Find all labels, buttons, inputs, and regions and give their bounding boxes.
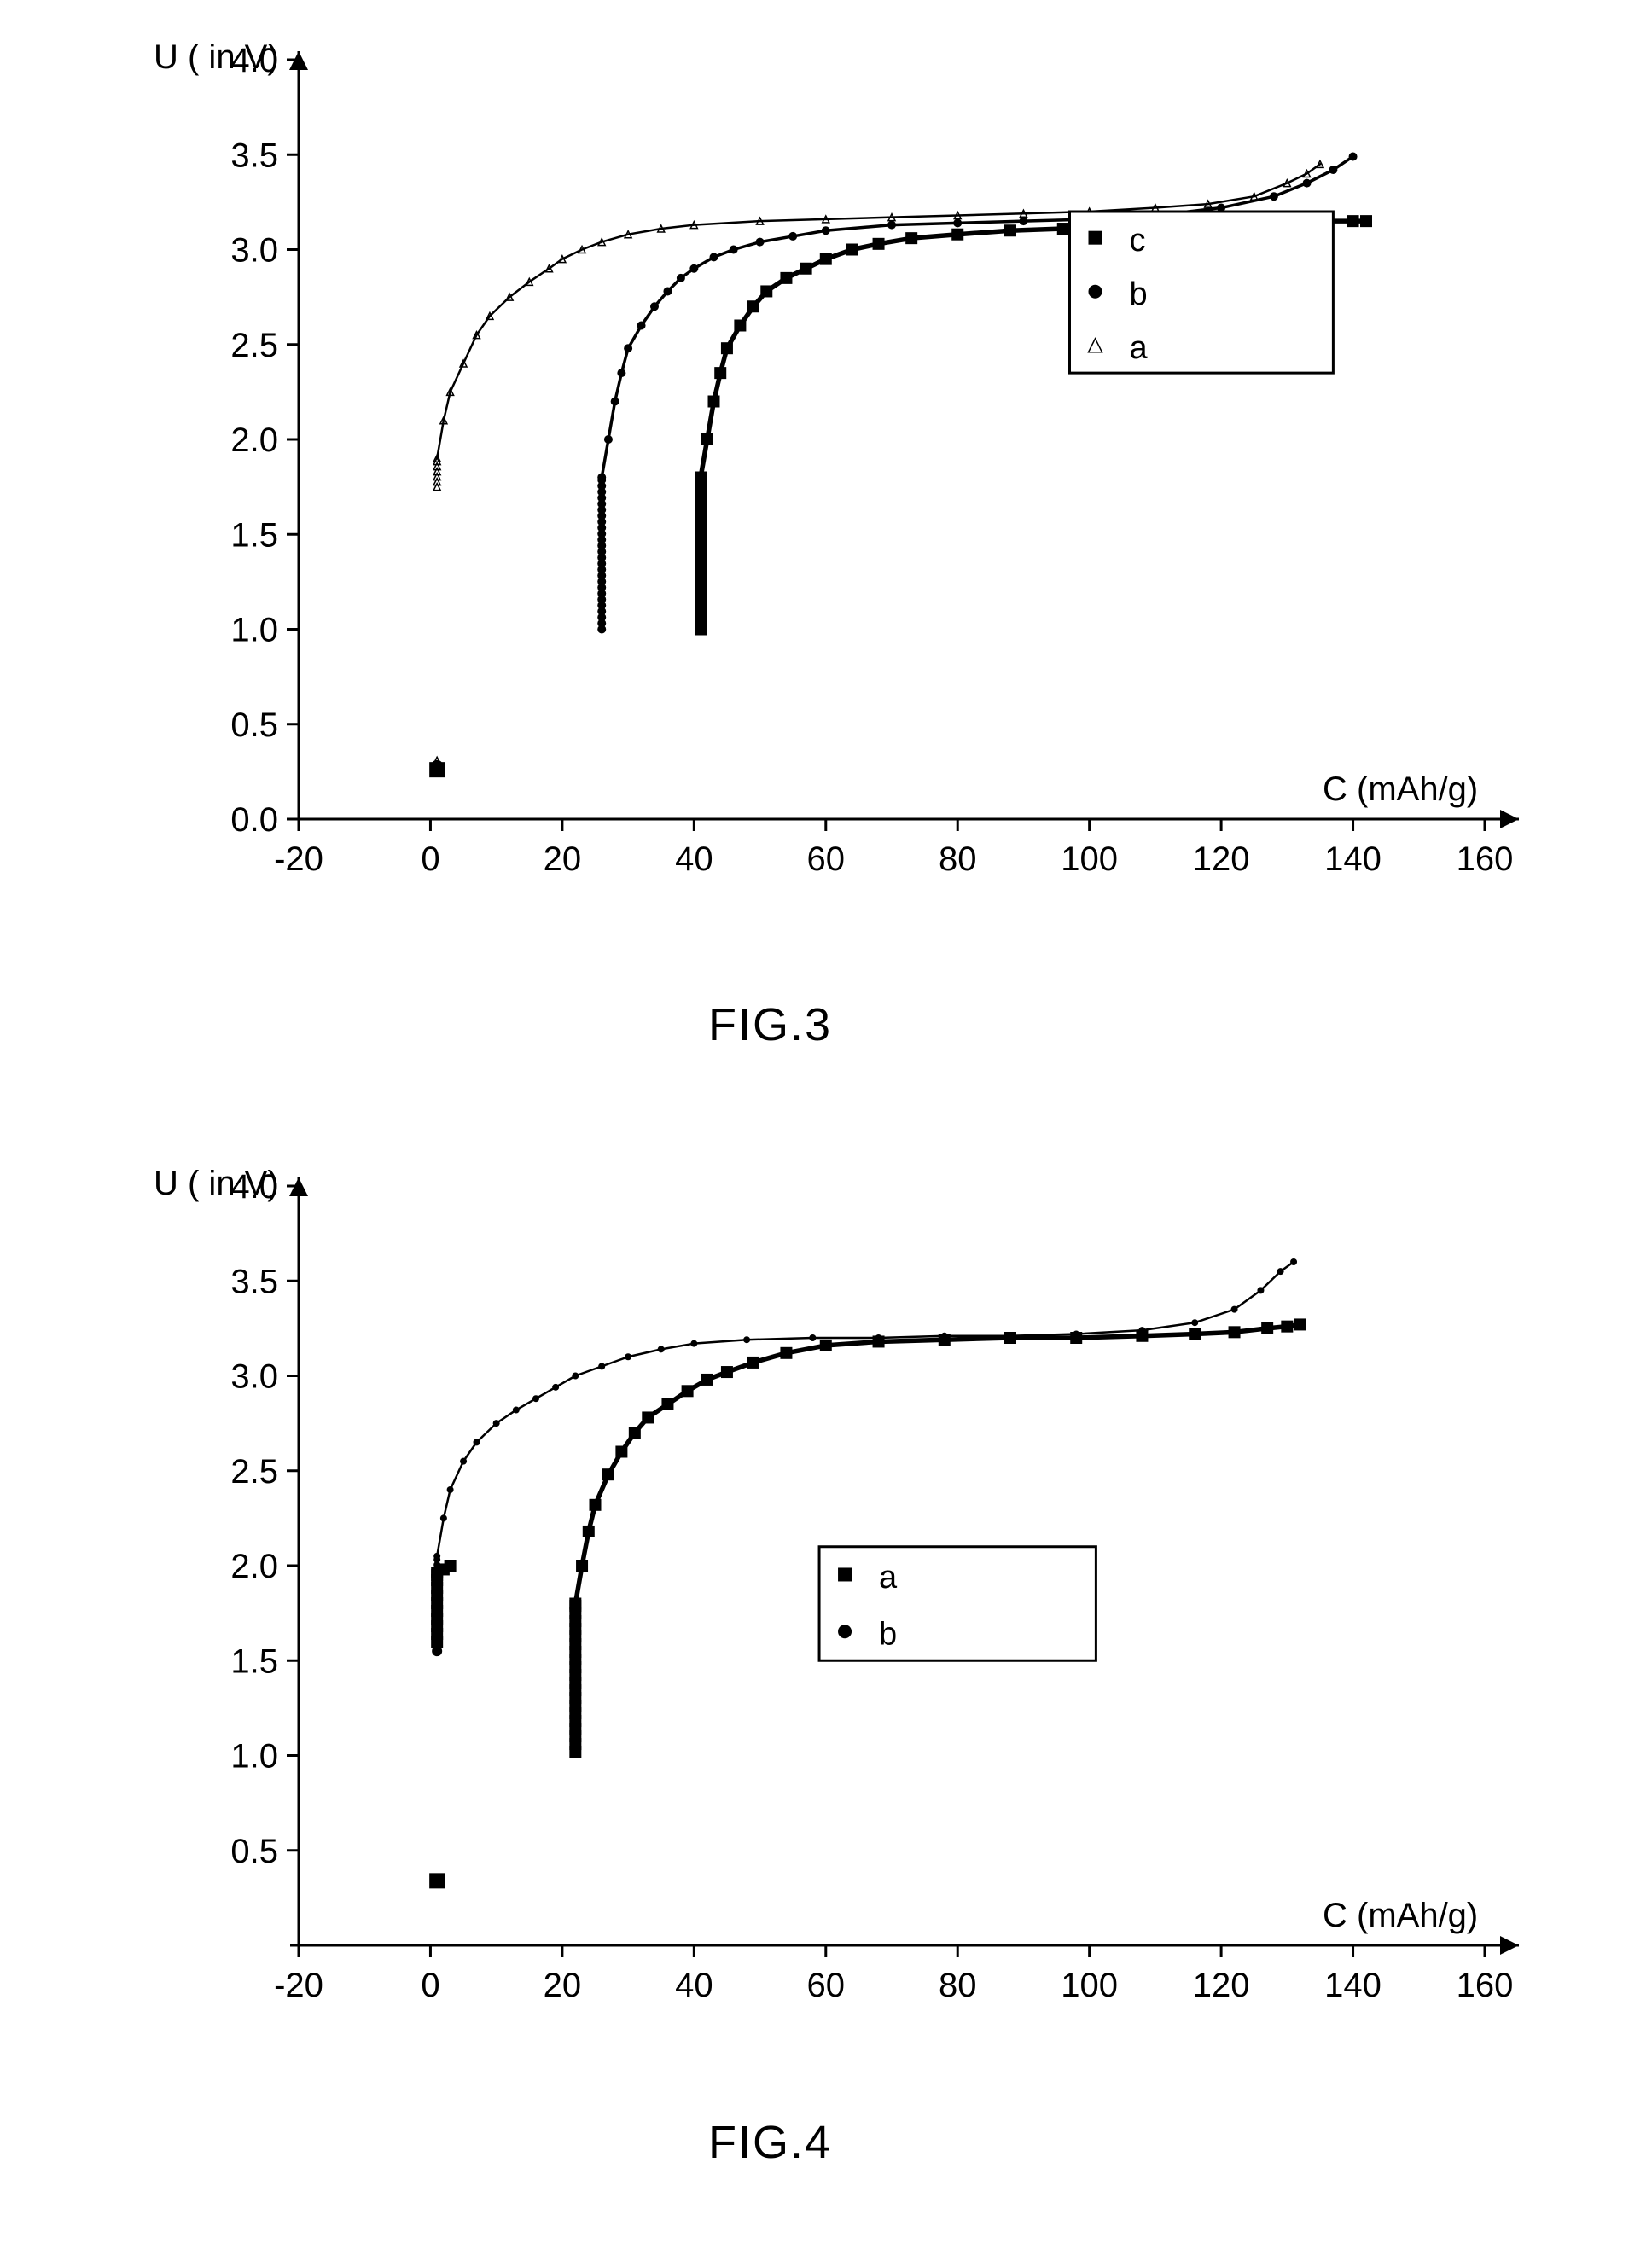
figure-4-caption: FIG.4 [708, 2116, 832, 2169]
svg-text:2.5: 2.5 [230, 327, 278, 364]
svg-text:0: 0 [421, 840, 439, 878]
svg-text:40: 40 [675, 840, 713, 878]
svg-text:c: c [1130, 223, 1146, 259]
figure-4-chart: -20 0 20 40 60 80 100 120 140 160 0.5 1.0 1.5 2.0 2.5 3… [102, 1160, 1553, 2056]
svg-text:120: 120 [1193, 840, 1250, 878]
svg-text:20: 20 [544, 1967, 582, 2004]
svg-text:b: b [1130, 276, 1148, 312]
svg-text:20: 20 [544, 840, 582, 878]
svg-text:-20: -20 [274, 1967, 323, 2004]
figure-3-caption: FIG.3 [708, 998, 832, 1051]
page: -20 0 20 40 60 80 100 120 140 160 0.0 0.5 1.0 1.5 2.0 2… [0, 0, 1652, 2267]
svg-text:100: 100 [1061, 1967, 1118, 2004]
svg-text:U ( in V): U ( in V) [154, 1165, 279, 1202]
svg-text:0.5: 0.5 [230, 706, 278, 744]
svg-text:C (mAh/g): C (mAh/g) [1323, 770, 1478, 808]
svg-text:160: 160 [1457, 1967, 1514, 2004]
svg-text:2.0: 2.0 [230, 421, 278, 459]
svg-text:2.5: 2.5 [230, 1453, 278, 1491]
svg-text:1.5: 1.5 [230, 1642, 278, 1680]
svg-text:1.0: 1.0 [230, 612, 278, 649]
figure-3-chart: -20 0 20 40 60 80 100 120 140 160 0.0 0.5 1.0 1.5 2.0 2… [102, 34, 1553, 930]
svg-text:2.0: 2.0 [230, 1548, 278, 1585]
svg-text:3.0: 3.0 [230, 232, 278, 270]
svg-text:3.5: 3.5 [230, 1263, 278, 1300]
svg-text:0.5: 0.5 [230, 1833, 278, 1870]
svg-text:80: 80 [939, 840, 977, 878]
svg-text:160: 160 [1457, 840, 1514, 878]
svg-text:b: b [879, 1617, 897, 1653]
svg-text:40: 40 [675, 1967, 713, 2004]
svg-text:C (mAh/g): C (mAh/g) [1323, 1897, 1478, 1934]
svg-text:140: 140 [1324, 840, 1382, 878]
svg-text:100: 100 [1061, 840, 1118, 878]
svg-text:1.0: 1.0 [230, 1738, 278, 1776]
svg-text:a: a [879, 1560, 898, 1596]
svg-text:0: 0 [421, 1967, 439, 2004]
svg-text:80: 80 [939, 1967, 977, 2004]
svg-text:-20: -20 [274, 840, 323, 878]
svg-text:a: a [1130, 330, 1149, 366]
svg-text:60: 60 [807, 1967, 846, 2004]
svg-text:140: 140 [1324, 1967, 1382, 2004]
svg-text:U ( in V): U ( in V) [154, 38, 279, 76]
svg-text:3.5: 3.5 [230, 137, 278, 174]
svg-text:3.0: 3.0 [230, 1358, 278, 1396]
svg-text:60: 60 [807, 840, 846, 878]
svg-text:0.0: 0.0 [230, 801, 278, 839]
svg-text:120: 120 [1193, 1967, 1250, 2004]
svg-text:1.5: 1.5 [230, 516, 278, 554]
